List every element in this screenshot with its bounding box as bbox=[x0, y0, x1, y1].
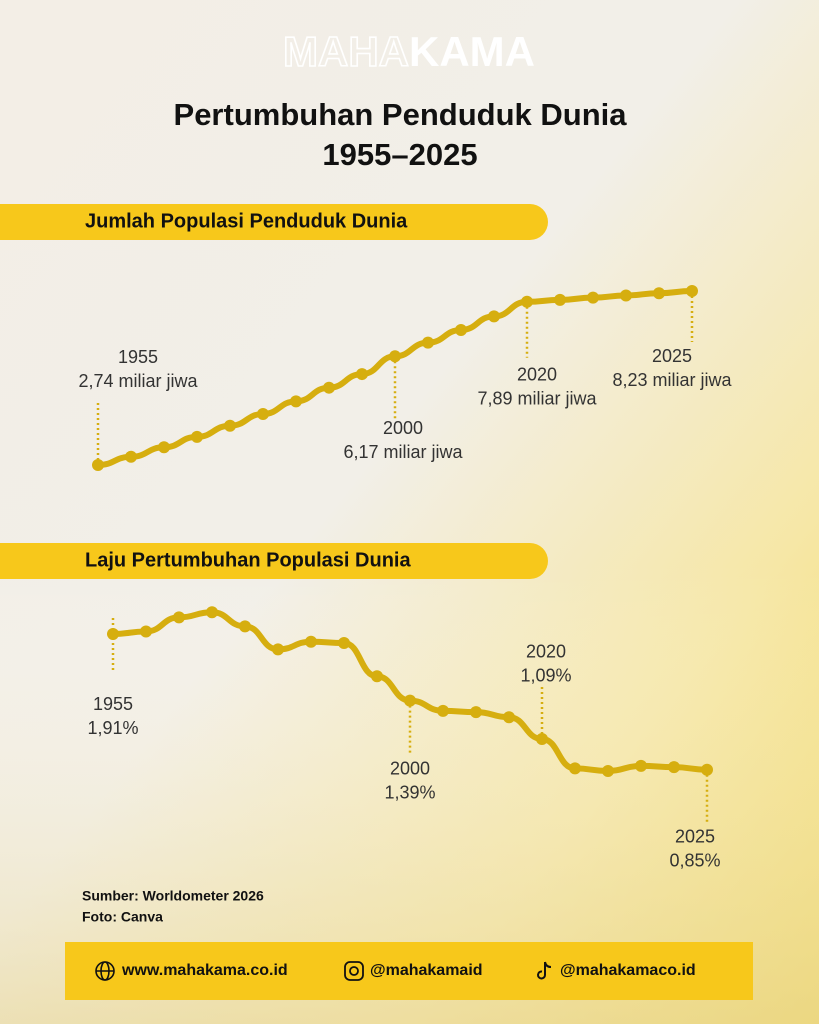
point bbox=[404, 694, 416, 707]
chart-title: Laju Pertumbuhan Populasi Dunia bbox=[85, 549, 411, 571]
point bbox=[554, 293, 566, 306]
point bbox=[272, 643, 284, 656]
point bbox=[323, 381, 335, 394]
point bbox=[686, 285, 698, 298]
annotation-year: 2020 bbox=[526, 642, 566, 662]
annotation-year: 2020 bbox=[517, 365, 557, 385]
point bbox=[224, 419, 236, 432]
point bbox=[602, 764, 614, 777]
point bbox=[488, 310, 500, 323]
source: Foto: Canva bbox=[82, 909, 163, 925]
chart-title: Jumlah Populasi Penduduk Dunia bbox=[85, 210, 408, 232]
point bbox=[125, 450, 137, 463]
point bbox=[701, 763, 713, 776]
point bbox=[140, 625, 152, 638]
annotation-value: 0,85% bbox=[669, 850, 720, 870]
point bbox=[371, 670, 383, 683]
point bbox=[158, 441, 170, 454]
annotation-value: 1,39% bbox=[384, 782, 435, 802]
point bbox=[635, 759, 647, 772]
point bbox=[422, 336, 434, 349]
point bbox=[239, 620, 251, 633]
annotation-year: 1955 bbox=[118, 347, 158, 367]
point bbox=[257, 408, 269, 421]
point bbox=[620, 289, 632, 302]
annotation-value: 1,09% bbox=[520, 666, 571, 686]
point bbox=[503, 711, 515, 724]
title: 1955–2025 bbox=[322, 137, 477, 172]
annotation-value: 7,89 miliar jiwa bbox=[477, 389, 597, 409]
section-bar bbox=[0, 543, 548, 579]
tiktok-icon bbox=[537, 961, 552, 980]
point bbox=[536, 732, 548, 745]
annotation-year: 2000 bbox=[390, 758, 430, 778]
section-bar bbox=[0, 204, 548, 240]
point bbox=[92, 459, 104, 472]
title: Pertumbuhan Penduduk Dunia bbox=[174, 97, 628, 132]
logo-right: KAMA bbox=[409, 28, 535, 75]
footer-instagram[interactable]: @mahakamaid bbox=[370, 962, 483, 979]
footer-tiktok[interactable]: @mahakamaco.id bbox=[560, 962, 696, 979]
point bbox=[290, 395, 302, 408]
instagram-icon bbox=[344, 961, 364, 981]
web-icon bbox=[95, 961, 115, 981]
point bbox=[437, 704, 449, 717]
point bbox=[587, 291, 599, 304]
point bbox=[668, 761, 680, 774]
point bbox=[206, 606, 218, 619]
annotation-value: 1,91% bbox=[87, 718, 138, 738]
annotation-year: 2025 bbox=[652, 346, 692, 366]
point bbox=[356, 368, 368, 381]
point bbox=[191, 430, 203, 443]
point bbox=[305, 635, 317, 648]
point bbox=[470, 706, 482, 719]
source: Sumber: Worldometer 2026 bbox=[82, 888, 264, 904]
annotation-value: 8,23 miliar jiwa bbox=[612, 370, 732, 390]
point bbox=[107, 628, 119, 641]
logo-left: MAHA bbox=[283, 28, 409, 75]
annotation-year: 2000 bbox=[383, 418, 423, 438]
point bbox=[173, 611, 185, 624]
footer-bar bbox=[65, 942, 753, 1000]
point bbox=[455, 324, 467, 336]
point bbox=[653, 287, 665, 300]
point bbox=[338, 636, 350, 649]
point bbox=[521, 295, 533, 308]
point bbox=[389, 350, 401, 363]
footer-website[interactable]: www.mahakama.co.id bbox=[121, 962, 288, 979]
annotation-year: 1955 bbox=[93, 694, 133, 714]
annotation-value: 6,17 miliar jiwa bbox=[343, 442, 463, 462]
point bbox=[569, 762, 581, 775]
annotation-year: 2025 bbox=[675, 826, 715, 846]
annotation-value: 2,74 miliar jiwa bbox=[78, 371, 198, 391]
